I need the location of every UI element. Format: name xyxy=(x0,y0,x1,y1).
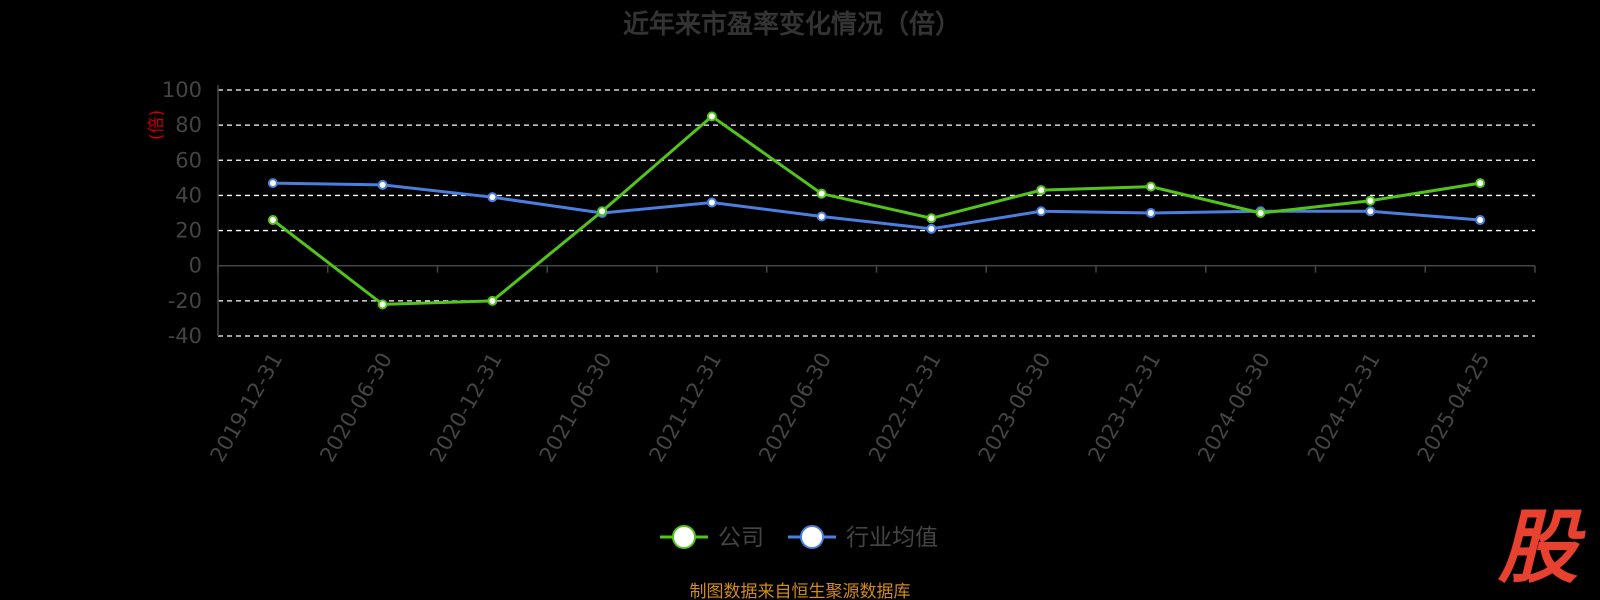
x-tick-label: 2023-12-31 xyxy=(1083,349,1165,467)
y-tick-label: -20 xyxy=(168,289,202,313)
x-tick-labels: 2019-12-31 2020-06-30 2020-12-31 2021-06-30… xyxy=(205,349,1494,467)
y-tick-labels: 100 80 60 40 20 0 -20 -40 xyxy=(162,78,202,348)
grid-lines xyxy=(218,89,1535,337)
y-axis-label: (倍) xyxy=(147,110,167,140)
chart-title: 近年来市盈率变化情况（倍） xyxy=(623,9,961,40)
data-point xyxy=(377,299,388,310)
data-point xyxy=(816,211,827,222)
legend[interactable]: 公司 行业均值 xyxy=(660,525,938,551)
series-line xyxy=(271,114,1481,306)
y-tick-label: 40 xyxy=(175,183,202,207)
legend-label: 公司 xyxy=(718,525,764,551)
x-tick-label: 2019-12-31 xyxy=(205,349,287,467)
series-0 xyxy=(267,111,1486,310)
data-point xyxy=(1145,181,1156,192)
data-point xyxy=(706,111,717,122)
legend-marker xyxy=(672,525,696,549)
data-point xyxy=(926,213,937,224)
source-note: 制图数据来自恒生聚源数据库 xyxy=(690,582,911,600)
y-tick-label: -40 xyxy=(168,324,202,348)
y-tick-label: 100 xyxy=(162,78,202,102)
x-tick-label: 2024-06-30 xyxy=(1193,349,1275,467)
data-point xyxy=(267,215,278,226)
data-point xyxy=(597,206,608,217)
y-tick-label: 60 xyxy=(175,148,202,172)
x-tick-label: 2020-12-31 xyxy=(425,349,507,467)
data-point xyxy=(1475,215,1486,226)
y-tick-label: 80 xyxy=(175,113,202,137)
x-tick-label: 2024-12-31 xyxy=(1303,349,1385,467)
data-point xyxy=(706,197,717,208)
legend-item[interactable]: 公司 xyxy=(660,525,764,551)
legend-marker xyxy=(800,525,824,549)
axes xyxy=(217,85,1536,336)
series-layer xyxy=(267,111,1486,310)
data-point xyxy=(267,178,278,189)
data-point xyxy=(1365,206,1376,217)
x-tick-label: 2023-06-30 xyxy=(974,349,1056,467)
data-point xyxy=(926,223,937,234)
y-tick-label: 20 xyxy=(175,219,202,243)
x-tick-label: 2021-12-31 xyxy=(644,349,726,467)
data-point xyxy=(487,295,498,306)
data-point xyxy=(487,192,498,203)
data-point xyxy=(816,188,827,199)
data-point xyxy=(1036,206,1047,217)
x-tick-label: 2022-12-31 xyxy=(864,349,946,467)
legend-item[interactable]: 行业均值 xyxy=(788,525,938,551)
data-point xyxy=(377,179,388,190)
data-point xyxy=(1255,208,1266,218)
data-point xyxy=(1036,185,1047,196)
x-tick-label: 2022-06-30 xyxy=(754,349,836,467)
x-tick-label: 2025-04-25 xyxy=(1413,349,1495,467)
watermark-logo: 股 xyxy=(1497,501,1586,594)
y-tick-label: 0 xyxy=(189,254,202,278)
x-tick-label: 2021-06-30 xyxy=(535,349,617,467)
legend-label: 行业均值 xyxy=(846,525,938,551)
x-tick-label: 2020-06-30 xyxy=(315,349,397,467)
data-point xyxy=(1475,178,1486,189)
data-point xyxy=(1365,195,1376,206)
data-point xyxy=(1145,208,1156,218)
